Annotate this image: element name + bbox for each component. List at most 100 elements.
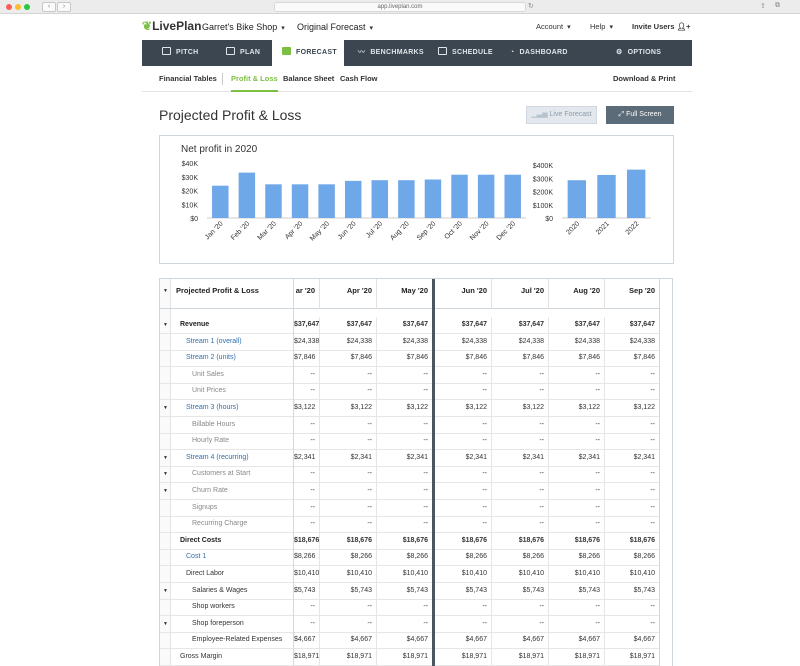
table-cell[interactable]: $18,676 xyxy=(377,532,433,549)
table-cell[interactable]: $4,667 xyxy=(605,632,660,649)
table-cell[interactable]: $18,971 xyxy=(435,649,492,665)
invite-users-button[interactable]: Invite Users 👤︎+ xyxy=(632,22,691,31)
table-cell[interactable]: $18,676 xyxy=(320,532,377,549)
table-cell[interactable]: $18,971 xyxy=(294,649,320,665)
table-cell[interactable]: $8,266 xyxy=(549,549,605,566)
maximize-window-button[interactable] xyxy=(24,4,30,10)
table-cell[interactable]: $8,266 xyxy=(294,549,320,566)
table-cell[interactable]: -- xyxy=(549,483,605,499)
table-cell[interactable]: $5,743 xyxy=(435,582,492,599)
table-cell[interactable]: $2,341 xyxy=(492,449,549,466)
table-cell[interactable]: -- xyxy=(435,433,492,450)
table-cell[interactable]: $5,743 xyxy=(605,582,660,599)
table-cell[interactable]: $7,846 xyxy=(605,350,660,367)
table-cell[interactable]: $4,667 xyxy=(549,632,605,649)
table-cell[interactable]: -- xyxy=(605,466,660,483)
table-cell[interactable]: -- xyxy=(549,366,605,383)
full-screen-button[interactable]: ⤢ Full Screen xyxy=(606,106,674,124)
table-cell[interactable]: -- xyxy=(294,366,320,383)
table-cell[interactable]: -- xyxy=(605,433,660,450)
tab-cash-flow[interactable]: Cash Flow xyxy=(340,74,378,83)
nav-forecast[interactable]: FORECAST xyxy=(272,40,344,66)
download-print-link[interactable]: Download & Print xyxy=(613,74,676,83)
table-cell[interactable]: -- xyxy=(294,433,320,450)
table-cell[interactable]: -- xyxy=(320,599,377,616)
table-cell[interactable]: $2,341 xyxy=(549,449,605,466)
table-cell[interactable]: -- xyxy=(605,383,660,400)
table-cell[interactable]: -- xyxy=(435,483,492,499)
table-cell[interactable]: -- xyxy=(377,483,433,499)
table-cell[interactable]: $24,338 xyxy=(435,333,492,350)
table-cell[interactable]: -- xyxy=(320,499,377,516)
table-cell[interactable]: -- xyxy=(435,615,492,632)
nav-benchmarks[interactable]: 〰 BENCHMARKS xyxy=(352,40,430,66)
table-cell[interactable]: $24,338 xyxy=(294,333,320,350)
table-cell[interactable]: $10,410 xyxy=(435,566,492,582)
table-cell[interactable]: $8,266 xyxy=(605,549,660,566)
table-cell[interactable]: $7,846 xyxy=(320,350,377,367)
table-cell[interactable]: -- xyxy=(435,383,492,400)
table-cell[interactable]: -- xyxy=(549,383,605,400)
nav-options[interactable]: ⚙ OPTIONS xyxy=(610,40,667,66)
table-cell[interactable]: -- xyxy=(492,483,549,499)
table-cell[interactable]: $3,122 xyxy=(492,400,549,416)
table-cell[interactable]: -- xyxy=(549,466,605,483)
table-cell[interactable]: $10,410 xyxy=(377,566,433,582)
table-cell[interactable]: -- xyxy=(492,599,549,616)
table-cell[interactable]: $7,846 xyxy=(549,350,605,367)
table-cell[interactable]: -- xyxy=(549,499,605,516)
table-cell[interactable]: -- xyxy=(320,416,377,433)
table-cell[interactable]: -- xyxy=(492,416,549,433)
table-cell[interactable]: $7,846 xyxy=(492,350,549,367)
table-cell[interactable]: $5,743 xyxy=(549,582,605,599)
row-collapse-toggle-icon[interactable]: ▼ xyxy=(163,471,168,478)
table-cell[interactable]: $37,647 xyxy=(549,317,605,333)
table-cell[interactable]: -- xyxy=(320,466,377,483)
table-cell[interactable]: $8,266 xyxy=(320,549,377,566)
table-cell[interactable]: $7,846 xyxy=(294,350,320,367)
nav-dashboard[interactable]: ◔ DASHBOARD xyxy=(504,40,574,66)
table-cell[interactable]: -- xyxy=(377,615,433,632)
table-cell[interactable]: -- xyxy=(320,366,377,383)
table-cell[interactable]: $2,341 xyxy=(294,449,320,466)
table-cell[interactable]: -- xyxy=(377,366,433,383)
table-cell[interactable]: -- xyxy=(435,466,492,483)
table-cell[interactable]: -- xyxy=(492,516,549,533)
table-cell[interactable]: -- xyxy=(549,599,605,616)
table-cell[interactable]: $18,971 xyxy=(320,649,377,665)
table-cell[interactable]: -- xyxy=(320,516,377,533)
table-cell[interactable]: $4,667 xyxy=(294,632,320,649)
table-cell[interactable]: $3,122 xyxy=(605,400,660,416)
table-cell[interactable]: -- xyxy=(294,499,320,516)
table-cell[interactable]: $37,647 xyxy=(377,317,433,333)
table-cell[interactable]: $3,122 xyxy=(377,400,433,416)
table-cell[interactable]: -- xyxy=(492,466,549,483)
table-cell[interactable]: -- xyxy=(294,483,320,499)
nav-plan[interactable]: PLAN xyxy=(220,40,266,66)
table-cell[interactable]: -- xyxy=(294,599,320,616)
business-selector[interactable]: Garret's Bike Shop ▾ xyxy=(202,22,285,32)
minimize-window-button[interactable] xyxy=(15,4,21,10)
table-cell[interactable]: $18,676 xyxy=(549,532,605,549)
table-cell[interactable]: -- xyxy=(605,599,660,616)
table-cell[interactable]: $37,647 xyxy=(320,317,377,333)
table-cell[interactable]: -- xyxy=(294,615,320,632)
row-collapse-toggle-icon[interactable]: ▼ xyxy=(163,488,168,494)
table-cell[interactable]: $4,667 xyxy=(320,632,377,649)
table-cell[interactable]: $18,676 xyxy=(492,532,549,549)
table-cell[interactable]: $24,338 xyxy=(492,333,549,350)
table-cell[interactable]: -- xyxy=(492,366,549,383)
live-forecast-button[interactable]: ▁▃▅ Live Forecast xyxy=(526,106,597,124)
table-cell[interactable]: -- xyxy=(605,366,660,383)
table-cell[interactable]: $3,122 xyxy=(549,400,605,416)
collapse-all-toggle-icon[interactable]: ▼ xyxy=(163,288,168,294)
table-cell[interactable]: -- xyxy=(605,499,660,516)
table-cell[interactable]: -- xyxy=(435,416,492,433)
row-label[interactable]: Stream 3 (hours) xyxy=(186,404,239,411)
table-cell[interactable]: -- xyxy=(605,483,660,499)
table-cell[interactable]: $18,971 xyxy=(605,649,660,665)
table-cell[interactable]: $37,647 xyxy=(492,317,549,333)
table-cell[interactable]: $18,676 xyxy=(294,532,320,549)
table-cell[interactable]: -- xyxy=(549,416,605,433)
table-cell[interactable]: -- xyxy=(377,466,433,483)
